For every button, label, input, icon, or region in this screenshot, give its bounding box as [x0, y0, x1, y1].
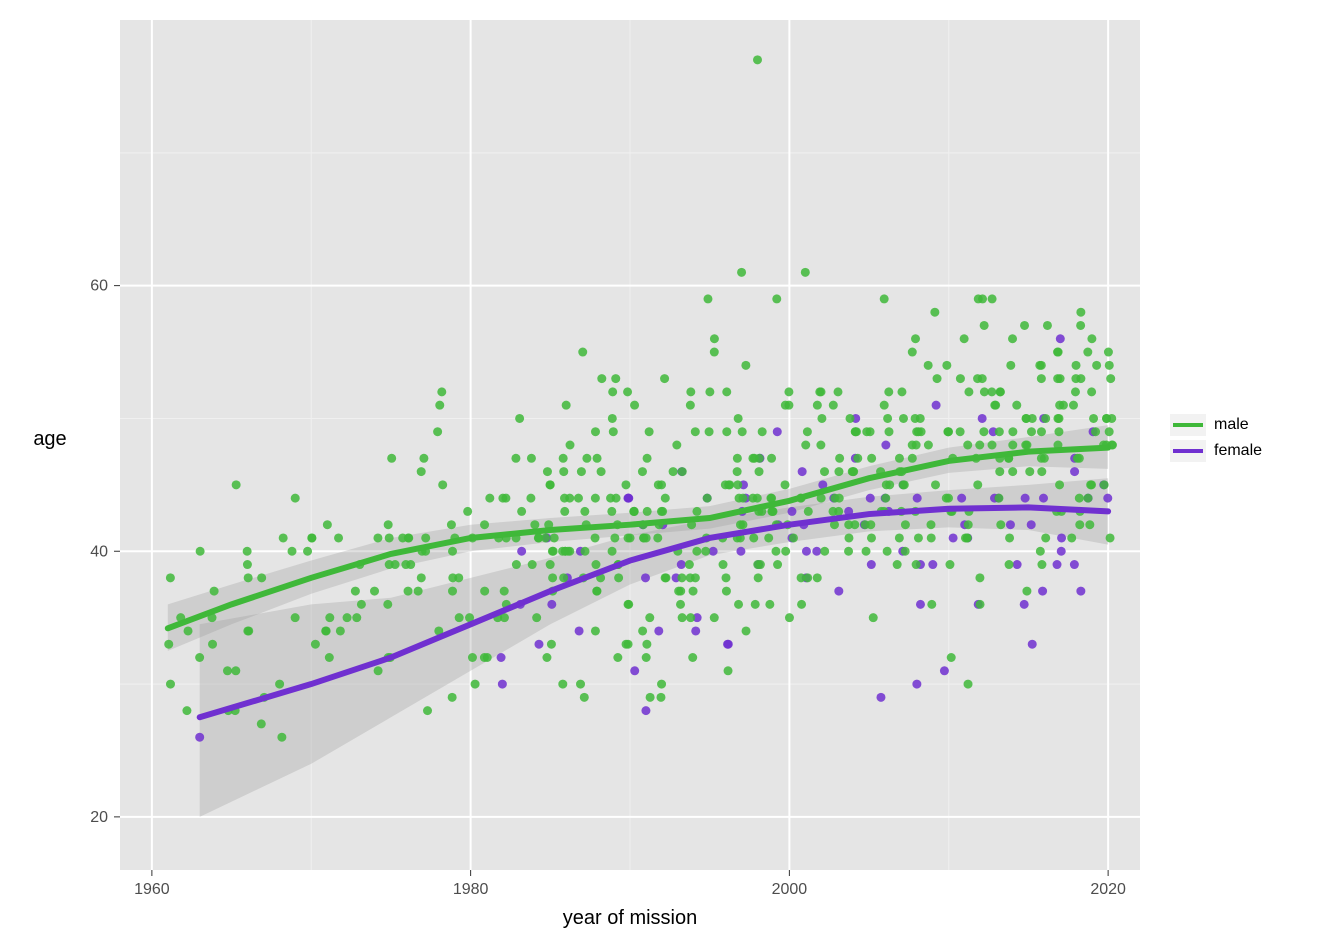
legend-label-male: male	[1214, 416, 1249, 434]
legend-swatch-male	[1170, 414, 1206, 436]
svg-text:40: 40	[90, 543, 108, 560]
legend-label-female: female	[1214, 442, 1262, 460]
svg-text:2000: 2000	[772, 881, 808, 898]
scatter-chart: 1960198020002020204060year of missionage	[0, 0, 1344, 940]
legend-swatch-female	[1170, 440, 1206, 462]
chart-container: 1960198020002020204060year of missionage…	[0, 0, 1344, 940]
legend-item-female: female	[1170, 440, 1262, 462]
legend-line-male	[1173, 423, 1203, 427]
svg-text:20: 20	[90, 809, 108, 826]
svg-text:2020: 2020	[1090, 881, 1126, 898]
svg-text:age: age	[33, 428, 66, 450]
legend-line-female	[1173, 449, 1203, 453]
svg-text:1960: 1960	[134, 881, 170, 898]
svg-text:1980: 1980	[453, 881, 489, 898]
svg-text:year of mission: year of mission	[563, 907, 698, 929]
legend-item-male: male	[1170, 414, 1262, 436]
svg-text:60: 60	[90, 278, 108, 295]
legend: male female	[1170, 410, 1262, 466]
